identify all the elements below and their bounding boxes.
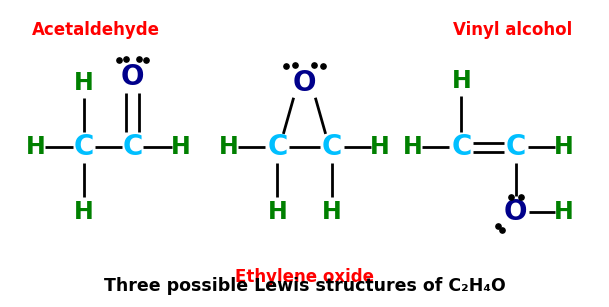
- Text: Three possible Lewis structures of C₂H₄O: Three possible Lewis structures of C₂H₄O: [104, 277, 505, 295]
- Text: H: H: [26, 135, 46, 159]
- Text: H: H: [267, 200, 287, 224]
- Text: C: C: [74, 134, 94, 161]
- Text: O: O: [504, 198, 527, 226]
- Text: O: O: [121, 63, 144, 91]
- Text: C: C: [505, 134, 526, 161]
- Text: H: H: [403, 135, 423, 159]
- Text: H: H: [219, 135, 239, 159]
- Text: H: H: [322, 200, 342, 224]
- Text: Acetaldehyde: Acetaldehyde: [32, 21, 160, 39]
- Text: H: H: [451, 69, 471, 93]
- Text: H: H: [171, 135, 191, 159]
- Text: C: C: [122, 134, 143, 161]
- Text: H: H: [554, 200, 574, 224]
- Text: C: C: [451, 134, 471, 161]
- Text: Vinyl alcohol: Vinyl alcohol: [453, 21, 572, 39]
- Text: Ethylene oxide: Ethylene oxide: [235, 268, 374, 286]
- Text: C: C: [267, 134, 287, 161]
- Text: O: O: [293, 69, 316, 97]
- Text: H: H: [74, 71, 94, 95]
- Text: H: H: [370, 135, 390, 159]
- Text: C: C: [322, 134, 342, 161]
- Text: H: H: [74, 200, 94, 224]
- Text: H: H: [554, 135, 574, 159]
